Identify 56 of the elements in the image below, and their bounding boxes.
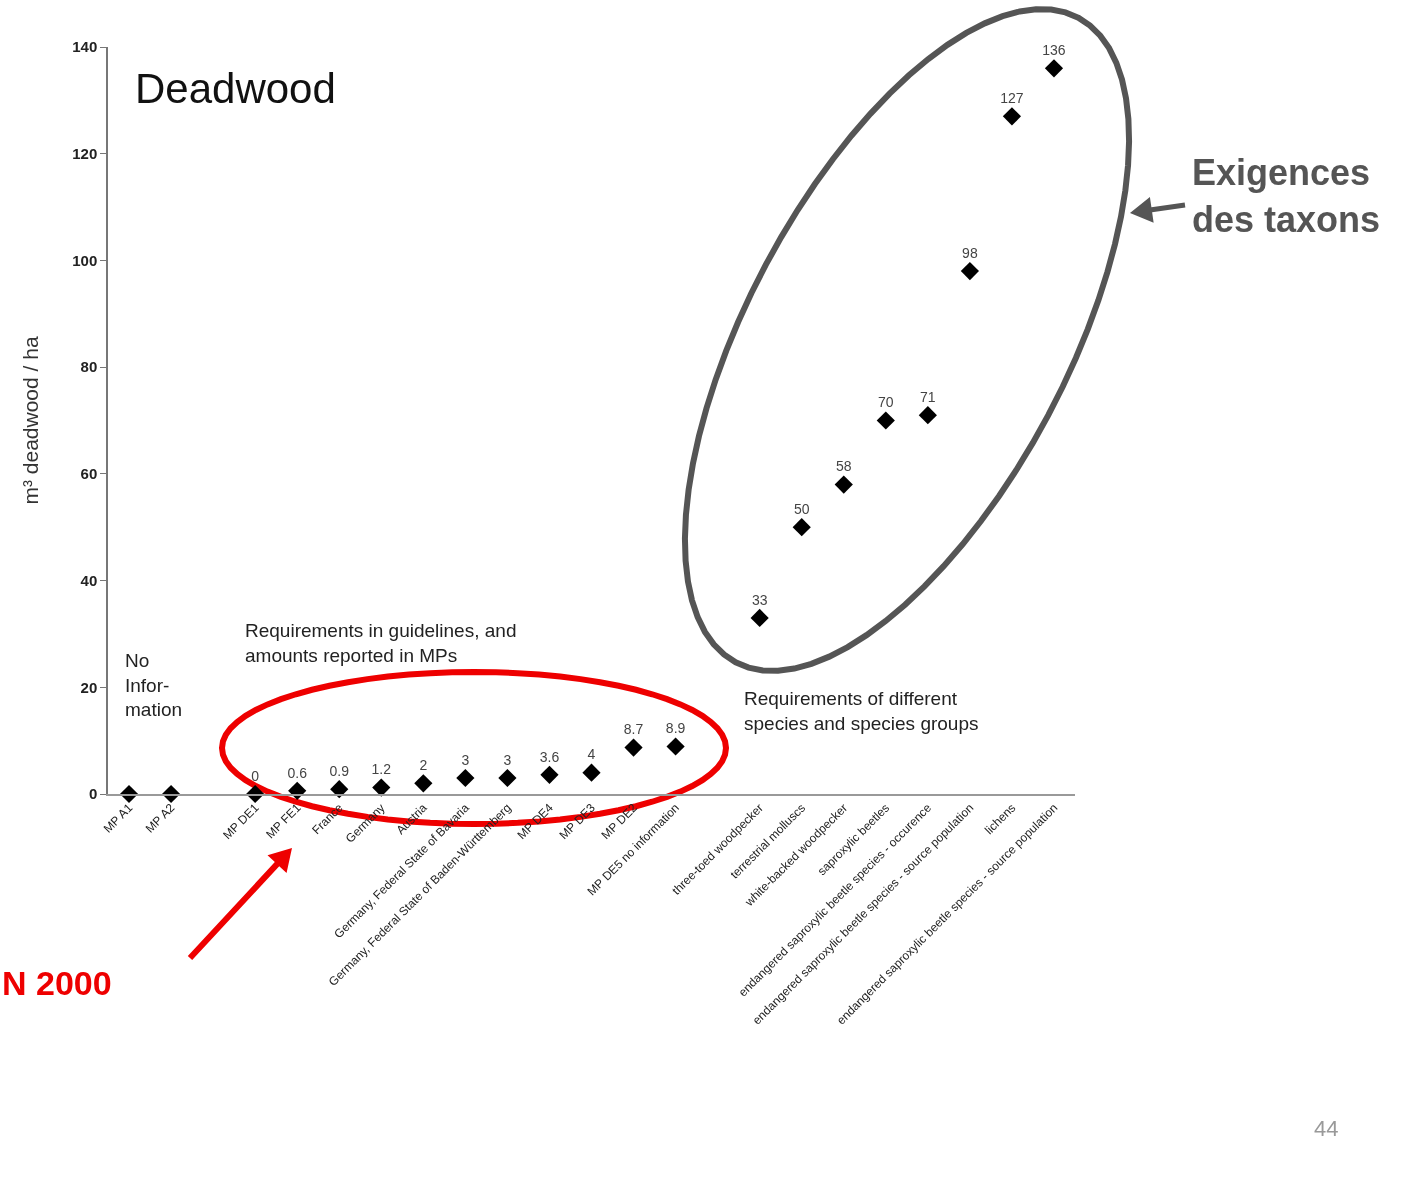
point	[330, 780, 349, 799]
data-label: 98	[962, 244, 978, 261]
data-label: 127	[1000, 90, 1024, 107]
y-tick-label: 40	[80, 571, 98, 589]
data-label: 0.6	[287, 764, 308, 781]
y-tick-label: 20	[80, 678, 98, 696]
x-tick-label: MP FE1	[263, 800, 304, 842]
data-label: 8.9	[665, 720, 686, 737]
chart-title: Deadwood	[135, 65, 336, 112]
point	[372, 778, 391, 797]
point	[288, 781, 307, 800]
data-label: 3	[503, 751, 512, 768]
point	[876, 411, 895, 430]
point	[750, 608, 769, 628]
x-tick-label: MP A1	[100, 800, 136, 836]
x-tick-label: MP A2	[142, 800, 178, 836]
point	[624, 738, 643, 757]
data-label: 136	[1042, 42, 1066, 59]
y-tick-label: 120	[72, 144, 98, 162]
data-label: 8.7	[623, 721, 644, 738]
y-axis-title: m³ deadwood / ha	[18, 336, 42, 505]
point	[1044, 59, 1064, 78]
point	[582, 763, 601, 782]
point	[540, 765, 559, 784]
point	[960, 262, 979, 281]
point	[792, 518, 811, 537]
text: 44	[1314, 1116, 1339, 1141]
data-label: 70	[878, 394, 894, 411]
point	[666, 737, 685, 756]
data-label: 1.2	[371, 761, 392, 778]
data-label: 0	[251, 767, 260, 784]
point	[918, 406, 937, 425]
y-tick-label: 140	[72, 38, 98, 56]
data-label: 33	[751, 591, 768, 608]
y-tick-label: 80	[80, 358, 98, 376]
y-tick-label: 100	[72, 251, 98, 269]
text: Exigences des taxons	[1192, 152, 1381, 240]
point	[414, 774, 433, 793]
data-label: 2	[419, 757, 428, 774]
point	[498, 768, 517, 788]
data-label: 0.9	[329, 762, 350, 779]
data-label: 4	[587, 746, 596, 763]
point	[1002, 107, 1022, 126]
point	[456, 768, 475, 788]
data-label: 3.6	[539, 748, 560, 765]
text: N 2000	[2, 964, 112, 1002]
y-tick-label: 0	[88, 785, 98, 803]
data-label: 50	[793, 500, 810, 517]
data-label: 58	[835, 458, 852, 475]
annotation: No Infor- mation	[125, 650, 183, 721]
annotation: Requirements in guidelines, and amounts reported in MPs	[245, 620, 517, 666]
data-label: 3	[461, 751, 470, 768]
point	[834, 475, 853, 494]
y-tick-label: 60	[80, 465, 98, 483]
annotation: Requirements of different species and species groups	[744, 688, 979, 734]
data-label: 71	[920, 388, 936, 405]
